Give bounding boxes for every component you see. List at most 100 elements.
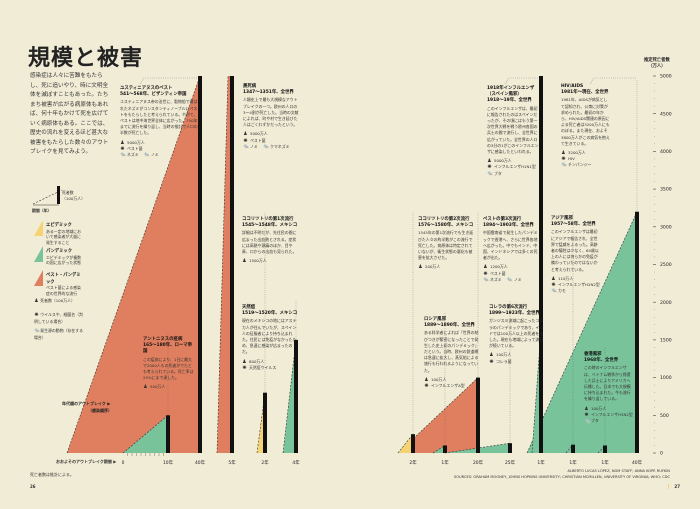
event-name: ココリツトリの第1次流行	[242, 217, 294, 222]
event-name: ペストの第3次流行	[483, 217, 522, 222]
bar-cholera6	[508, 443, 512, 453]
person-icon: ♟	[120, 139, 125, 146]
y-tick-label: 1500	[660, 338, 672, 344]
event-description: 詳細は不明だが、先住民の間に広まった出血熱とされる。症状には高熱や頭痛のほか、目…	[242, 230, 297, 255]
sources: SOURCES: GRAHAM MOONEY, JOHNS HOPKINS UN…	[453, 475, 670, 479]
event-pathogen: コレラ菌	[496, 358, 512, 364]
event-hiv: HIV/AIDS 1981年〜現在、全世界 1981年、AIDSが病気として認知…	[561, 84, 611, 169]
duration-label-cocoliztli2: 2年	[409, 459, 417, 466]
virus-icon: ✺	[243, 137, 248, 144]
event-pathogen: インフルエンザH2N2型	[558, 282, 600, 288]
event-deaths: 5000万人	[127, 139, 145, 145]
event-pathogen: HIV	[568, 156, 575, 162]
event-spanishflu: 1918年インフルエンザ（スペイン風邪） 1918〜19年、全世界 このインフル…	[487, 86, 539, 177]
event-name: ユスティニアヌスのペスト	[120, 86, 173, 91]
legend-diagram-bar	[57, 186, 60, 204]
legend-icon-animal-label: 発生源の動物（存在する場合）	[34, 328, 84, 340]
virus-icon: ✺	[242, 364, 247, 371]
y-tick-label: 0	[660, 451, 663, 457]
event-deaths: 100万人	[496, 352, 512, 358]
legend-icon-deaths: ♟ 死者数（100万人）	[34, 298, 75, 305]
duration-label-smallpox: 4年	[292, 459, 300, 466]
event-name: 1918年インフルエンザ（スペイン風邪）	[487, 86, 535, 98]
y-tick-label: 1000	[660, 375, 672, 381]
legend-icon-deaths-label: 死者数（100万人）	[40, 298, 75, 303]
duration-label-justinian: 40年	[195, 459, 206, 466]
event-cholera6: コレラの第6次流行 1899〜1923年、全世界 ガンジス川流域に起こったコレラ…	[489, 305, 545, 365]
bar-justinian	[198, 76, 202, 453]
event-description: 中国雲南省で発生したパンデミックで香港へ、さらに世界各地へ広がった。中でもインド…	[483, 230, 538, 261]
y-axis-title: 推定死亡者数 （万人）	[644, 58, 670, 70]
event-period: 1918〜19年、全世界	[487, 98, 532, 104]
legend-pandemic-name: パンデミック	[46, 249, 72, 254]
person-icon: ♟	[243, 131, 248, 138]
duration-label-asianflu: 1年	[569, 459, 577, 466]
event-deaths: 100万人	[591, 405, 607, 411]
pandemic-swatch	[34, 246, 43, 262]
bar-hongkongflu	[603, 445, 607, 453]
event-animal: ブタ	[591, 418, 599, 424]
event-period: 1894〜1903年、全世界	[483, 223, 534, 229]
event-period: 165〜180年、ローマ帝国	[143, 343, 193, 355]
event-plague3: ペストの第3次流行 1894〜1903年、全世界 中国雲南省で発生したパンデミッ…	[483, 217, 539, 283]
event-pathogen: ペスト菌	[490, 270, 506, 276]
event-period: 541〜568年、ビザンティン帝国	[120, 92, 187, 98]
virus-icon: ✺	[551, 282, 556, 289]
event-cocoliztli2: ココリツトリの第2次流行 1576〜1580年、メキシコ 1545年の第1次流行…	[418, 217, 474, 271]
bar-asianflu	[571, 444, 575, 453]
duration-origin-label: 0	[122, 460, 125, 466]
animal-icon: 🐀	[34, 328, 41, 334]
event-description: この疫病により、1日に最大で2000人もの死者がでたとも考えられている。死亡率は…	[143, 356, 194, 381]
edge-antonine	[122, 415, 169, 454]
leader-top-spanishflu	[504, 77, 541, 85]
event-smallpox: 天然痘 1519〜1520年、メキシコ 現在のメキシコの地にはアステカ人が住んで…	[242, 305, 298, 371]
y-tick-label: 4000	[660, 149, 672, 155]
event-pathogen: インフルエンザH3N2型	[591, 411, 633, 417]
intro-text: 感染症は人々に苦難をもたらし、死に追いやり、時に文明全体を滅ぼすこともあった。た…	[30, 73, 109, 155]
event-pathogen: インフルエンザH1N1型	[494, 164, 536, 170]
person-icon: ♟	[34, 298, 39, 304]
animal-icon: 🐀	[561, 162, 568, 169]
y-axis-title-line: 推定死亡者数	[644, 58, 670, 63]
event-animal: カモ	[558, 288, 566, 294]
event-animal: ネズミ	[490, 276, 502, 282]
event-description: ユスティニアヌス帝の治世に、穀物船で運ばれたネズミがコンスタンティノープルにペス…	[120, 99, 198, 136]
page-number-left: 26	[30, 484, 36, 489]
bar-plague3	[476, 377, 480, 453]
person-icon: ♟	[143, 384, 148, 391]
event-hongkongflu: 香港風邪 1968年、全世界 この時のインフルエンザは、ベトナム戦争から帰還した…	[584, 352, 634, 424]
animal-icon: 🐀	[483, 276, 490, 283]
event-deaths: 3200万人	[568, 150, 586, 156]
edge-justinian	[66, 75, 201, 454]
event-name: ロシア風邪	[424, 317, 446, 322]
event-description: この時のインフルエンザは、ベトナム戦争から帰還した兵士によりアメリカへ伝播した。…	[584, 365, 631, 402]
animal-icon: 🐀	[243, 143, 250, 150]
leader-top-hiv	[589, 77, 637, 85]
event-name: HIV/AIDS	[561, 84, 584, 89]
event-animal: ノミ	[150, 152, 159, 158]
event-animal: ネズミ	[127, 152, 139, 158]
event-animal: ノミ	[513, 276, 522, 282]
event-name: 香港風邪	[584, 352, 602, 357]
event-description: このインフルエンザは、最初に報告されたのはスペインだったが、その頃にはもう第一次…	[487, 105, 539, 155]
duration-label-russianflu: 1年	[441, 459, 449, 466]
legend-epidemic-name: エピデミック	[46, 223, 72, 228]
animal-icon: 🐀	[263, 143, 270, 150]
person-icon: ♟	[561, 150, 566, 157]
event-period: 1968年、全世界	[584, 358, 619, 364]
y-tick-label: 3500	[660, 187, 672, 193]
event-deaths: 5000万人	[494, 158, 512, 164]
edge-smallpox	[282, 339, 297, 454]
legend-icon-animal: 🐀 発生源の動物（存在する場合）	[34, 328, 84, 340]
bar-hiv	[635, 211, 639, 453]
order-sub-label: （感染順序）	[88, 408, 112, 413]
animal-icon: 🐀	[551, 288, 558, 295]
epidemic-swatch	[34, 220, 43, 236]
duration-label-hongkongflu: 1年	[601, 459, 609, 466]
event-period: 1545〜1548年、メキシコ	[242, 223, 298, 229]
event-description: 人類史上で最も大規模なアウトブレイクの一つ。欧州の人口の3〜4割が死亡した。当時…	[243, 97, 299, 128]
person-icon: ♟	[489, 352, 494, 359]
bar-russianflu	[443, 445, 447, 453]
y-tick-label: 4500	[660, 111, 672, 117]
duration-label-plague3: 20年	[473, 459, 484, 466]
